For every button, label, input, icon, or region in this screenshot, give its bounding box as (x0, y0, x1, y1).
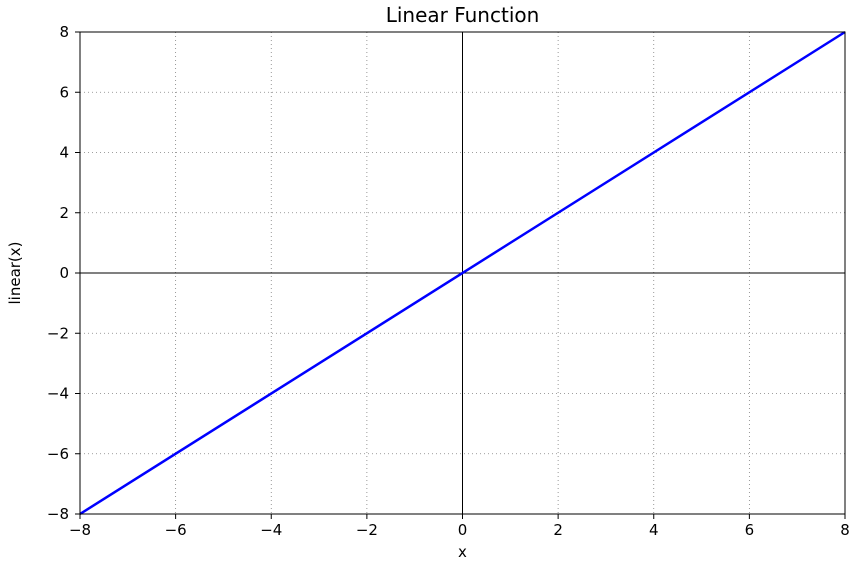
y-tick-label: −6 (47, 445, 69, 463)
x-tick-label: −8 (69, 521, 91, 539)
y-tick-label: 2 (59, 204, 69, 222)
linear-function-chart: −8−6−4−202468 −8−6−4−202468 x linear(x) … (0, 0, 867, 564)
y-tick-labels: −8 −6 −4 −2 0 2 4 6 8 (47, 23, 69, 523)
x-tick-label: 2 (553, 521, 563, 539)
y-tick-label: 4 (59, 144, 69, 162)
y-tick-label: 8 (59, 23, 69, 41)
y-tick-label: −2 (47, 324, 69, 342)
x-tick-labels: −8 −6 −4 −2 0 2 4 6 8 (69, 521, 850, 539)
x-tick-label: 0 (458, 521, 468, 539)
y-tick-label: −4 (47, 385, 69, 403)
y-tick-label: 0 (59, 264, 69, 282)
y-tick-label: −8 (47, 505, 69, 523)
chart-title: Linear Function (386, 3, 540, 27)
x-tick-label: 4 (649, 521, 659, 539)
x-tick-label: −4 (260, 521, 282, 539)
x-tick-label: −2 (356, 521, 378, 539)
y-axis-label: linear(x) (6, 241, 24, 304)
x-axis-label: x (458, 543, 467, 561)
y-tick-label: 6 (59, 83, 69, 101)
x-tick-label: −6 (165, 521, 187, 539)
x-tick-label: 6 (745, 521, 755, 539)
x-tick-label: 8 (840, 521, 850, 539)
